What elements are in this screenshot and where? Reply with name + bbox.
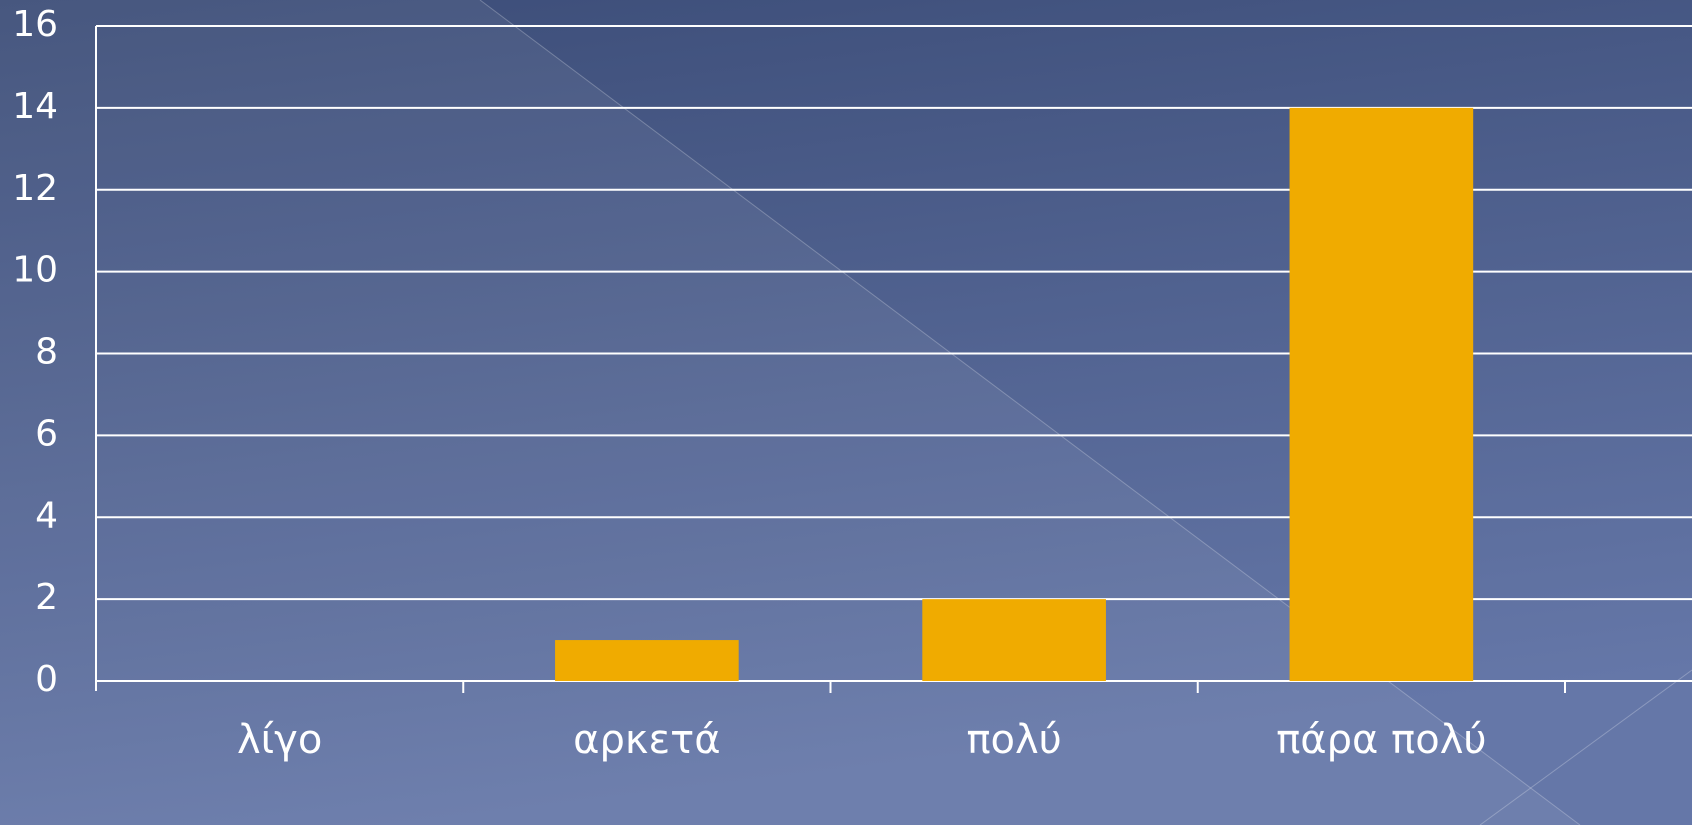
y-tick-label: 6 — [35, 413, 58, 454]
x-tick-label: πολύ — [966, 717, 1061, 763]
x-tick-label: πάρα πολύ — [1276, 717, 1486, 763]
y-tick-label: 10 — [12, 250, 58, 291]
x-tick-label: αρκετά — [573, 717, 720, 763]
bar — [1289, 107, 1474, 681]
plot-area: 0 2 4 6 8 10 12 14 16 λίγο αρκετά πολύ πάρα πολύ — [12, 4, 1692, 763]
background-shape — [0, 0, 1580, 825]
y-tick-label: 12 — [12, 168, 58, 209]
y-tick-label: 8 — [35, 332, 58, 373]
y-tick-label: 2 — [35, 577, 58, 618]
bar — [555, 640, 739, 681]
bar — [922, 599, 1106, 681]
decor-line — [479, 0, 1581, 825]
x-tick-label: λίγο — [237, 717, 322, 763]
y-tick-label: 4 — [35, 495, 58, 536]
y-tick-label: 0 — [35, 659, 58, 700]
y-tick-label: 14 — [12, 86, 58, 127]
y-tick-label: 16 — [12, 4, 58, 45]
decor-line — [1479, 669, 1692, 825]
